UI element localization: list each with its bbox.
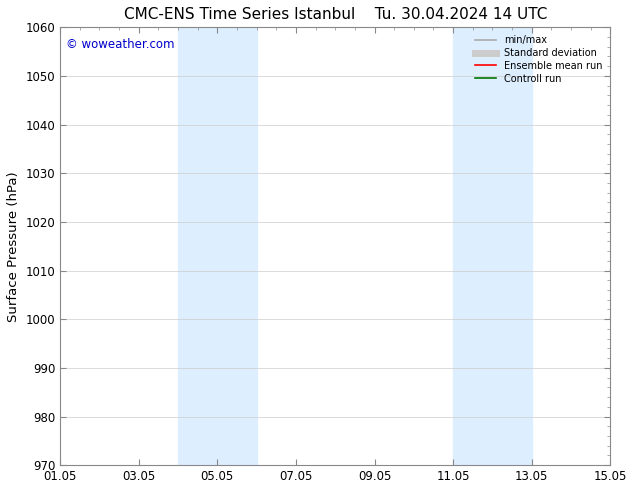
Bar xyxy=(453,27,532,465)
Legend: min/max, Standard deviation, Ensemble mean run, Controll run: min/max, Standard deviation, Ensemble me… xyxy=(472,32,605,87)
Bar xyxy=(178,27,257,465)
Title: CMC-ENS Time Series Istanbul    Tu. 30.04.2024 14 UTC: CMC-ENS Time Series Istanbul Tu. 30.04.2… xyxy=(124,7,547,22)
Text: © woweather.com: © woweather.com xyxy=(65,38,174,51)
Y-axis label: Surface Pressure (hPa): Surface Pressure (hPa) xyxy=(7,171,20,321)
